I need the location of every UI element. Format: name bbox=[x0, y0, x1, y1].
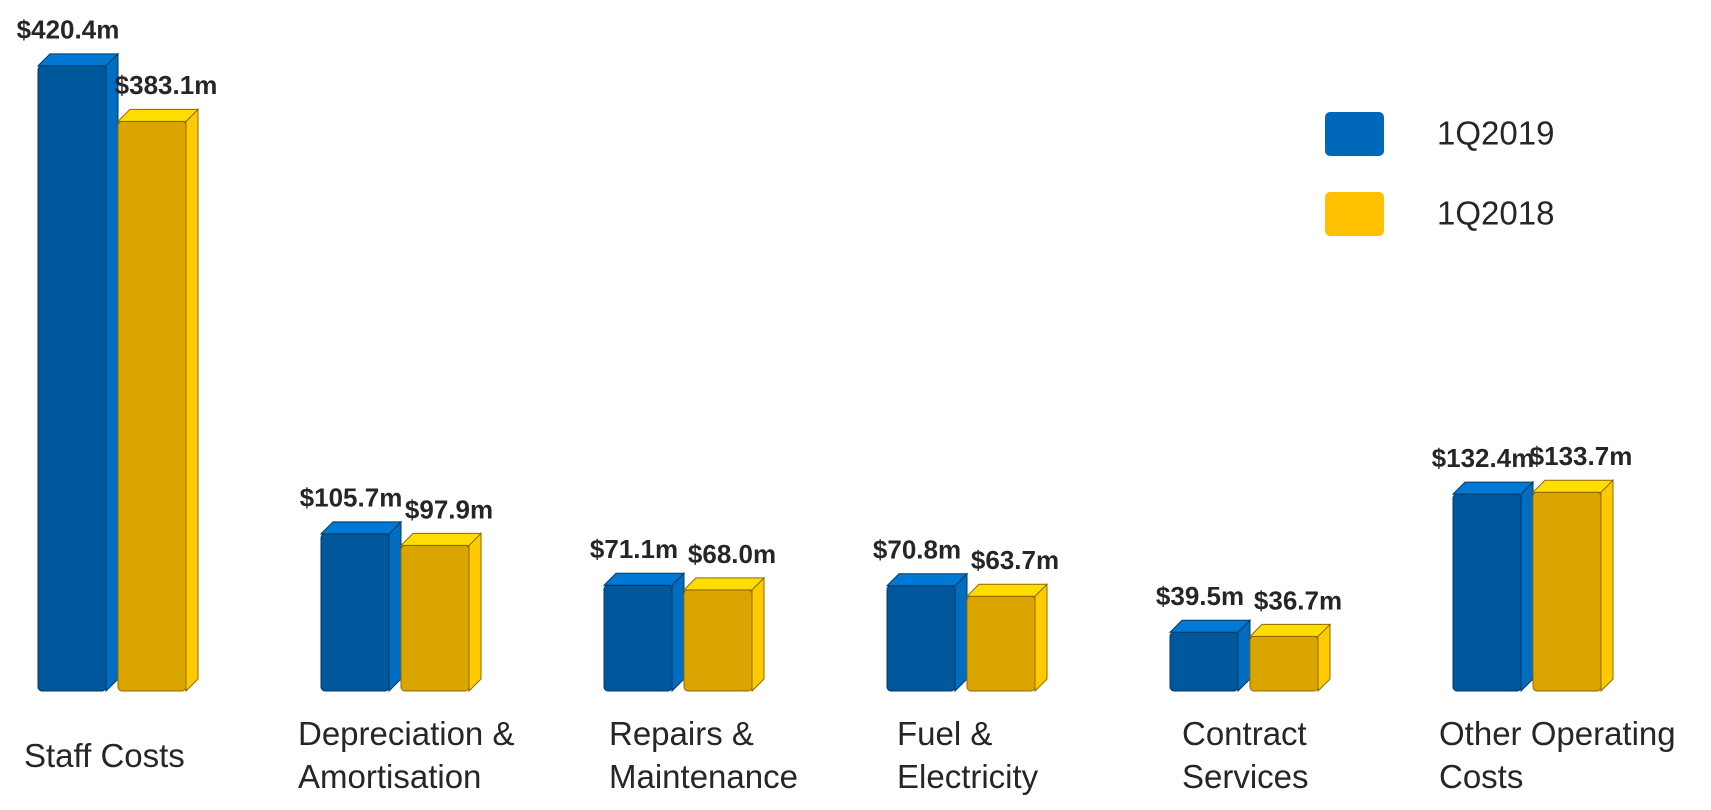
bar-top bbox=[965, 583, 1049, 597]
bar-side bbox=[105, 52, 119, 693]
bar-side bbox=[671, 572, 685, 693]
value-label: $39.5m bbox=[1156, 581, 1244, 611]
bar bbox=[37, 65, 107, 692]
bar bbox=[966, 595, 1036, 692]
x-tick-label: Contract Services bbox=[1182, 715, 1309, 795]
bar bbox=[1249, 635, 1319, 692]
bar-top bbox=[1451, 481, 1535, 495]
value-label: $63.7m bbox=[971, 545, 1059, 575]
value-label: $420.4m bbox=[17, 15, 120, 45]
x-tick-label: Fuel & Electricity bbox=[897, 715, 1039, 795]
bar-side bbox=[954, 572, 968, 693]
legend-swatch bbox=[1325, 112, 1384, 156]
bar bbox=[1452, 493, 1522, 692]
bar-side bbox=[1600, 478, 1614, 693]
bar bbox=[886, 585, 956, 692]
legend-swatch bbox=[1325, 192, 1384, 236]
x-tick-label: Staff Costs bbox=[24, 736, 185, 774]
value-label: $132.4m bbox=[1432, 443, 1535, 473]
bar-side bbox=[185, 108, 199, 693]
bar-top bbox=[1248, 623, 1332, 637]
x-tick-label: Repairs & Maintenance bbox=[609, 715, 798, 795]
bar-top bbox=[116, 108, 200, 122]
bar-top bbox=[1531, 479, 1615, 493]
value-label: $383.1m bbox=[115, 70, 218, 100]
value-label: $105.7m bbox=[300, 483, 403, 513]
bar-side bbox=[388, 520, 402, 693]
bar bbox=[603, 584, 673, 692]
bar-side bbox=[751, 576, 765, 693]
bar bbox=[320, 533, 390, 692]
bar-side bbox=[1034, 583, 1048, 693]
value-label: $68.0m bbox=[688, 539, 776, 569]
bar bbox=[400, 544, 470, 692]
bar-top bbox=[682, 577, 766, 591]
bar-top bbox=[36, 53, 120, 67]
bar-top bbox=[885, 573, 969, 587]
bar-side bbox=[468, 532, 482, 693]
bar bbox=[1532, 491, 1602, 692]
bar bbox=[1169, 631, 1239, 692]
bar-top bbox=[1168, 619, 1252, 633]
legend-label: 1Q2019 bbox=[1437, 115, 1554, 152]
value-label: $70.8m bbox=[873, 535, 961, 565]
legend-label: 1Q2018 bbox=[1437, 195, 1554, 232]
value-label: $133.7m bbox=[1530, 441, 1633, 471]
bar bbox=[683, 589, 753, 692]
value-label: $97.9m bbox=[405, 494, 493, 524]
value-label: $71.1m bbox=[590, 534, 678, 564]
bar-top bbox=[602, 572, 686, 586]
x-tick-label: Other Operating Costs bbox=[1439, 715, 1676, 795]
bar-side bbox=[1520, 480, 1534, 693]
bar-top bbox=[399, 532, 483, 546]
bar bbox=[117, 120, 187, 692]
bar-top bbox=[319, 521, 403, 535]
value-label: $36.7m bbox=[1254, 585, 1342, 615]
x-tick-label: Depreciation & Amortisation bbox=[298, 715, 515, 795]
